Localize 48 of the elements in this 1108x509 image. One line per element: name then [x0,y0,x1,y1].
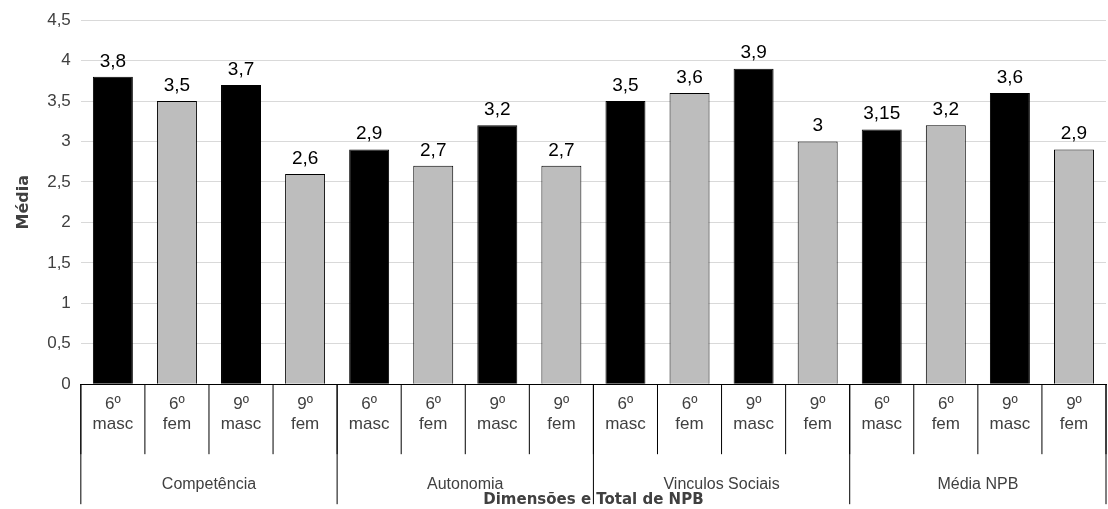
data-label: 3,5 [163,73,191,95]
data-label: 3,15 [863,102,901,124]
y-tick-label: 4,5 [47,9,71,29]
x-tick-label: 9º masc [733,394,775,434]
x-tick-label: 6º masc [348,394,390,434]
y-tick-label: 2,5 [47,171,71,191]
data-label: 2,7 [420,138,447,160]
data-label: 2,6 [291,146,319,168]
data-label: 2,7 [548,138,575,160]
y-tick-label: 2 [61,212,71,232]
x-tick-label: 6º fem [162,394,192,434]
data-label: 3,2 [932,98,960,120]
y-tick-label: 0 [61,373,71,393]
y-tick-label: 0,5 [47,333,71,353]
x-tick-label: 9º fem [1059,394,1089,434]
text: Vinculos Sociais [663,474,780,492]
x-tick-label: 9º fem [803,394,832,434]
x-tick-label: 6º fem [675,394,704,434]
y-tick-label: 1 [61,293,71,312]
text: Média NPB [937,474,1019,492]
y-tick-label: 3 [61,131,71,151]
data-label: 3 [812,114,823,136]
x-tick-label: 6º masc [861,394,903,434]
data-label: 3,2 [484,98,511,120]
data-label: 3,8 [99,49,127,71]
y-axis-title: Média [12,174,32,230]
x-tick-label: 6º fem [931,394,960,434]
x-tick-label: 6º fem [419,394,448,434]
text: Autonomia [427,474,504,492]
x-tick-label: 9º masc [220,394,262,434]
x-tick-label: 6º masc [605,394,647,434]
data-label: 3,7 [227,57,255,79]
y-tick-label: 3,5 [47,90,71,110]
x-tick-label: 6º masc [92,394,134,434]
text: Competência [161,474,257,492]
data-label: 3,6 [676,65,703,87]
x-tick-label: 9º fem [290,394,320,434]
x-axis-title: Dimensões e Total de NPB [483,489,704,508]
data-label: 3,9 [740,41,767,63]
y-tick-label: 4 [61,50,71,70]
data-label: 3,5 [612,73,639,95]
data-label: 2,9 [355,122,383,144]
y-tick-label: 1,5 [47,252,71,272]
data-label: 2,9 [1060,122,1088,144]
x-tick-label: 9º masc [989,394,1031,434]
x-tick-label: 9º masc [476,394,519,434]
x-tick-label: 9º fem [547,394,576,434]
data-label: 3,6 [996,65,1024,87]
